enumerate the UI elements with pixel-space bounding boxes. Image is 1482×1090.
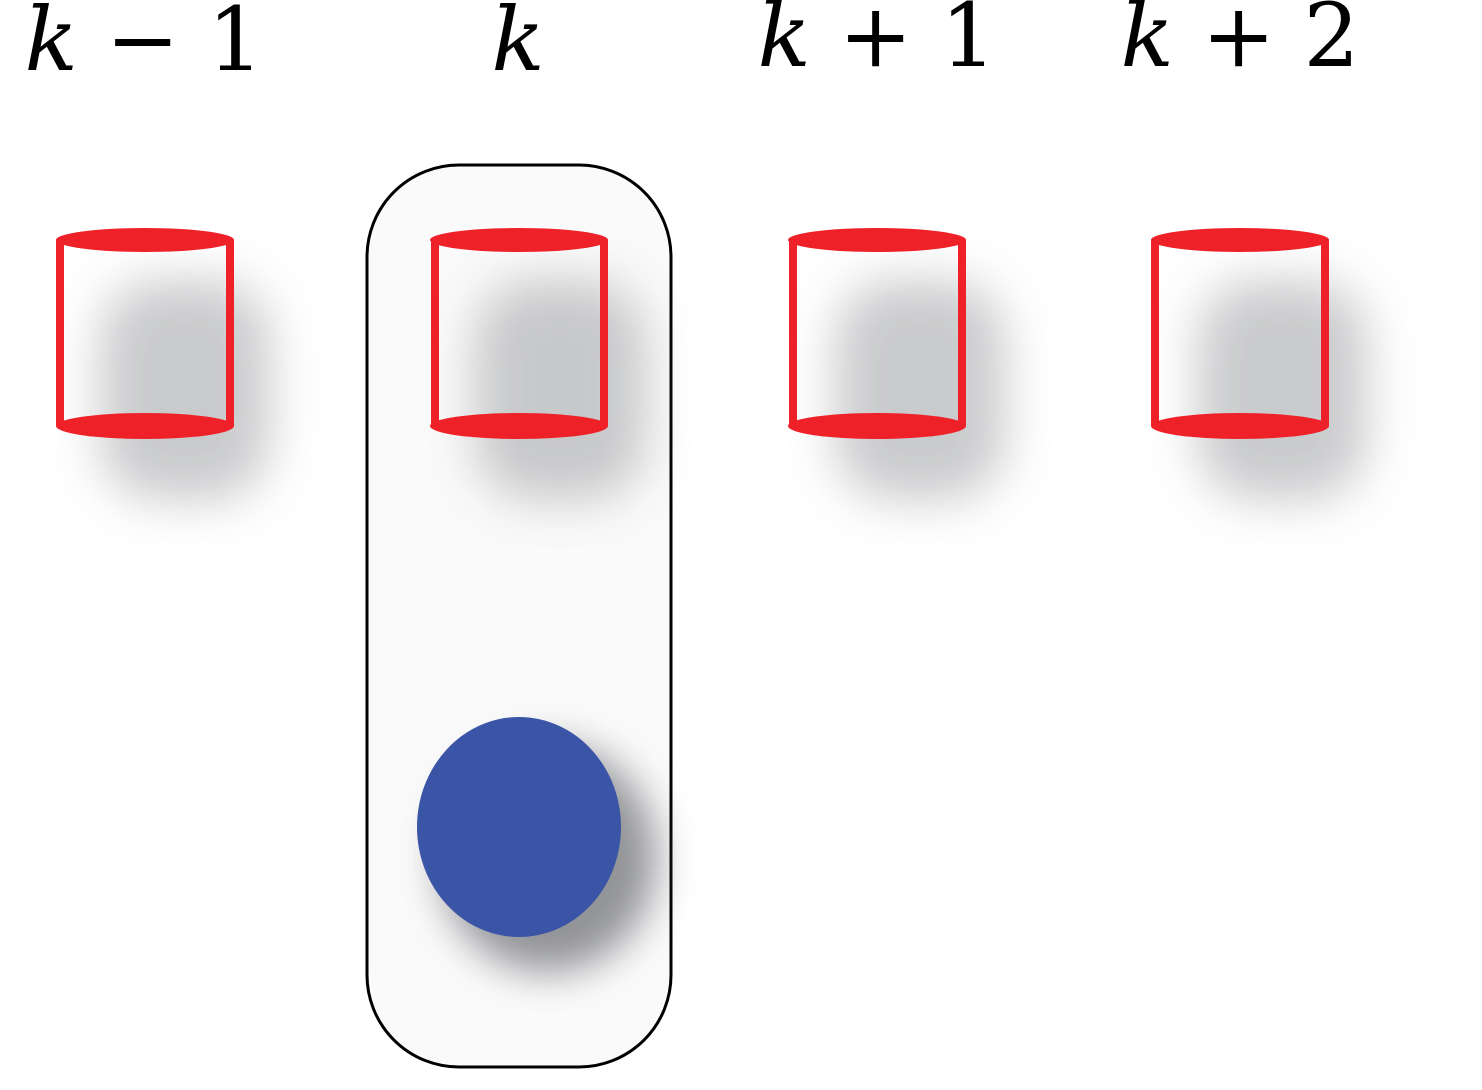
cylinder-icon xyxy=(1151,228,1367,500)
label-k-minus-1: k − 1 xyxy=(25,0,264,91)
cylinder-icon xyxy=(56,228,270,500)
label-k: k xyxy=(491,0,544,91)
label-k-plus-2: k + 2 xyxy=(1121,0,1360,87)
column-labels: k − 1 k k + 1 k + 2 xyxy=(25,0,1360,91)
label-k-plus-1: k + 1 xyxy=(758,0,997,87)
filled-circle-icon xyxy=(417,717,656,972)
cylinder-icon xyxy=(430,228,645,500)
cylinder-icon xyxy=(788,228,1005,500)
